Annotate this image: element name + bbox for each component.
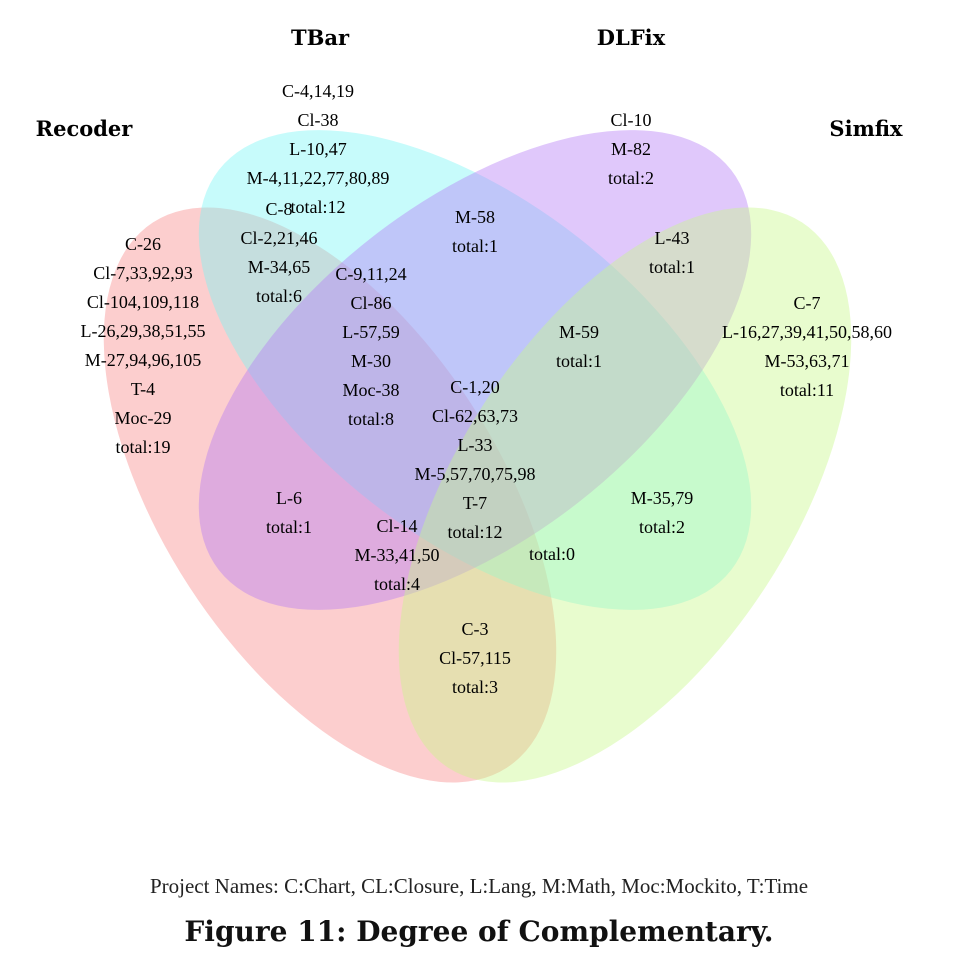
region-entry: L-33 <box>458 435 493 455</box>
region-dlfix-only: Cl-10 M-82 total:2 <box>608 110 654 188</box>
region-total: total:6 <box>256 286 302 306</box>
region-total: total:4 <box>374 574 420 594</box>
region-entry: C-4,14,19 <box>282 81 354 101</box>
region-total: total:1 <box>649 257 695 277</box>
figure-caption: Figure 11: Degree of Complementary. <box>184 915 774 948</box>
region-tbar-simfix: M-35,79 total:2 <box>631 488 694 537</box>
region-entry: Cl-10 <box>610 110 651 130</box>
region-tbar-dlfix: M-58 total:1 <box>452 207 498 256</box>
region-entry: M-59 <box>559 322 599 342</box>
region-total: total:12 <box>291 197 346 217</box>
region-entry: Cl-14 <box>376 516 417 536</box>
venn-diagram: Recoder TBar DLFix Simfix C-26 Cl-7,33,92,93… <box>36 25 903 783</box>
simfix-set-label: Simfix <box>829 116 903 141</box>
region-entry: M-27,94,96,105 <box>85 350 202 370</box>
region-entry: M-82 <box>611 139 651 159</box>
region-entry: Cl-104,109,118 <box>87 292 199 312</box>
region-entry: L-16,27,39,41,50,58,60 <box>722 322 892 342</box>
region-entry: M-53,63,71 <box>765 351 850 371</box>
set-ellipses <box>103 130 852 783</box>
region-entry: C-1,20 <box>450 377 500 397</box>
region-recoder-tbar-simfix: total:0 <box>529 544 575 564</box>
region-recoder-tbar: C-8 Cl-2,21,46 M-34,65 total:6 <box>240 199 317 306</box>
region-entry: L-26,29,38,51,55 <box>81 321 206 341</box>
region-total: total:12 <box>448 522 503 542</box>
recoder-set-label: Recoder <box>36 116 134 141</box>
region-entry: Cl-57,115 <box>439 648 511 668</box>
region-entry: C-26 <box>125 234 161 254</box>
region-entry: C-7 <box>794 293 821 313</box>
region-total: total:8 <box>348 409 394 429</box>
region-entry: L-6 <box>276 488 302 508</box>
region-labels: C-26 Cl-7,33,92,93 Cl-104,109,118 L-26,29,3… <box>81 81 893 697</box>
region-dlfix-simfix: L-43 total:1 <box>649 228 695 277</box>
region-entry: M-30 <box>351 351 391 371</box>
region-entry: Cl-86 <box>350 293 391 313</box>
region-recoder-simfix: C-3 Cl-57,115 total:3 <box>439 619 511 697</box>
region-entry: M-5,57,70,75,98 <box>415 464 536 484</box>
region-recoder-dlfix: L-6 total:1 <box>266 488 312 537</box>
region-entry: C-9,11,24 <box>335 264 406 284</box>
region-total: total:3 <box>452 677 498 697</box>
region-total: total:11 <box>780 380 834 400</box>
region-tbar-only: C-4,14,19 Cl-38 L-10,47 M-4,11,22,77,80,89 t… <box>247 81 390 217</box>
region-recoder-dlfix-simfix: Cl-14 M-33,41,50 total:4 <box>355 516 440 594</box>
region-total: total:1 <box>452 236 498 256</box>
region-entry: Moc-38 <box>343 380 400 400</box>
region-entry: Moc-29 <box>115 408 172 428</box>
region-entry: Cl-2,21,46 <box>240 228 317 248</box>
region-entry: M-33,41,50 <box>355 545 440 565</box>
region-total: total:0 <box>529 544 575 564</box>
region-entry: C-3 <box>462 619 489 639</box>
region-entry: T-7 <box>463 493 487 513</box>
region-entry: M-34,65 <box>248 257 311 277</box>
recoder-ellipse <box>103 207 557 783</box>
tbar-set-label: TBar <box>291 25 350 50</box>
region-total: total:2 <box>639 517 685 537</box>
dlfix-set-label: DLFix <box>597 25 666 50</box>
region-recoder-only: C-26 Cl-7,33,92,93 Cl-104,109,118 L-26,29,3… <box>81 234 206 457</box>
region-total: total:1 <box>556 351 602 371</box>
tbar-ellipse <box>198 130 752 610</box>
region-entry: M-35,79 <box>631 488 694 508</box>
dlfix-ellipse <box>198 130 752 610</box>
region-entry: L-43 <box>655 228 690 248</box>
region-simfix-only: C-7 L-16,27,39,41,50,58,60 M-53,63,71 total… <box>722 293 892 400</box>
region-entry: Cl-62,63,73 <box>432 406 518 426</box>
region-all-four: C-1,20 Cl-62,63,73 L-33 M-5,57,70,75,98 T-7 t… <box>415 377 536 542</box>
set-labels: Recoder TBar DLFix Simfix <box>36 25 903 141</box>
project-legend: Project Names: C:Chart, CL:Closure, L:La… <box>149 874 809 898</box>
region-recoder-tbar-dlfix: C-9,11,24 Cl-86 L-57,59 M-30 Moc-38 total:8 <box>335 264 406 429</box>
region-total: total:2 <box>608 168 654 188</box>
region-entry: Cl-38 <box>297 110 338 130</box>
region-entry: M-58 <box>455 207 495 227</box>
region-total: total:1 <box>266 517 312 537</box>
region-entry: T-4 <box>131 379 155 399</box>
region-entry: Cl-7,33,92,93 <box>93 263 193 283</box>
region-entry: L-57,59 <box>342 322 400 342</box>
simfix-ellipse <box>398 207 852 783</box>
region-entry: M-4,11,22,77,80,89 <box>247 168 390 188</box>
region-entry: L-10,47 <box>289 139 347 159</box>
region-tbar-dlfix-simfix: M-59 total:1 <box>556 322 602 371</box>
region-total: total:19 <box>116 437 171 457</box>
region-entry: C-8 <box>266 199 293 219</box>
